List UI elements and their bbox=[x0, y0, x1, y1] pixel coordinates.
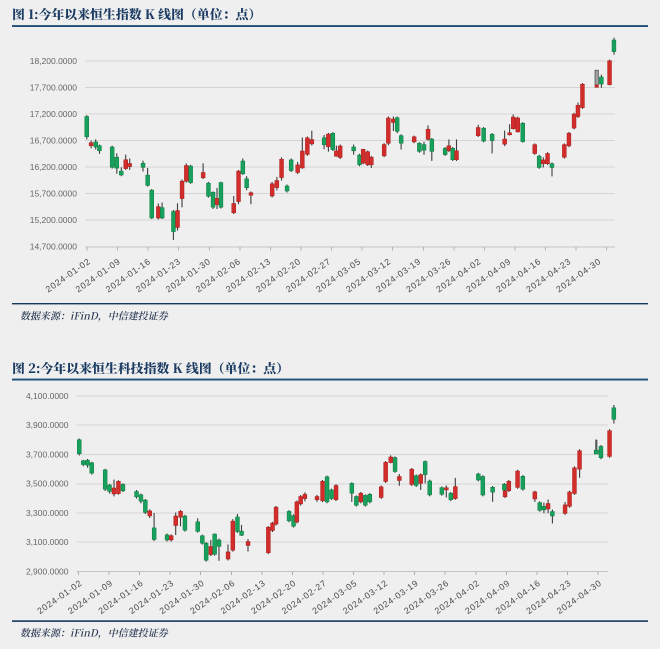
svg-text:3,900.0000: 3,900.0000 bbox=[26, 420, 69, 430]
svg-text:3,500.0000: 3,500.0000 bbox=[26, 479, 69, 489]
svg-text:15,700.0000: 15,700.0000 bbox=[30, 189, 78, 199]
svg-text:15,200.0000: 15,200.0000 bbox=[30, 215, 78, 225]
svg-text:18,200.0000: 18,200.0000 bbox=[30, 56, 78, 66]
svg-text:16,200.0000: 16,200.0000 bbox=[30, 162, 78, 172]
svg-text:3,700.0000: 3,700.0000 bbox=[26, 449, 69, 459]
svg-text:17,200.0000: 17,200.0000 bbox=[30, 109, 78, 119]
svg-text:17,700.0000: 17,700.0000 bbox=[30, 82, 78, 92]
svg-text:3,300.0000: 3,300.0000 bbox=[26, 508, 69, 518]
svg-text:2,900.0000: 2,900.0000 bbox=[26, 566, 69, 576]
svg-text:14,700.0000: 14,700.0000 bbox=[30, 242, 78, 252]
svg-text:16,700.0000: 16,700.0000 bbox=[30, 136, 78, 146]
svg-text:4,100.0000: 4,100.0000 bbox=[26, 391, 69, 401]
svg-text:3,100.0000: 3,100.0000 bbox=[26, 537, 69, 547]
